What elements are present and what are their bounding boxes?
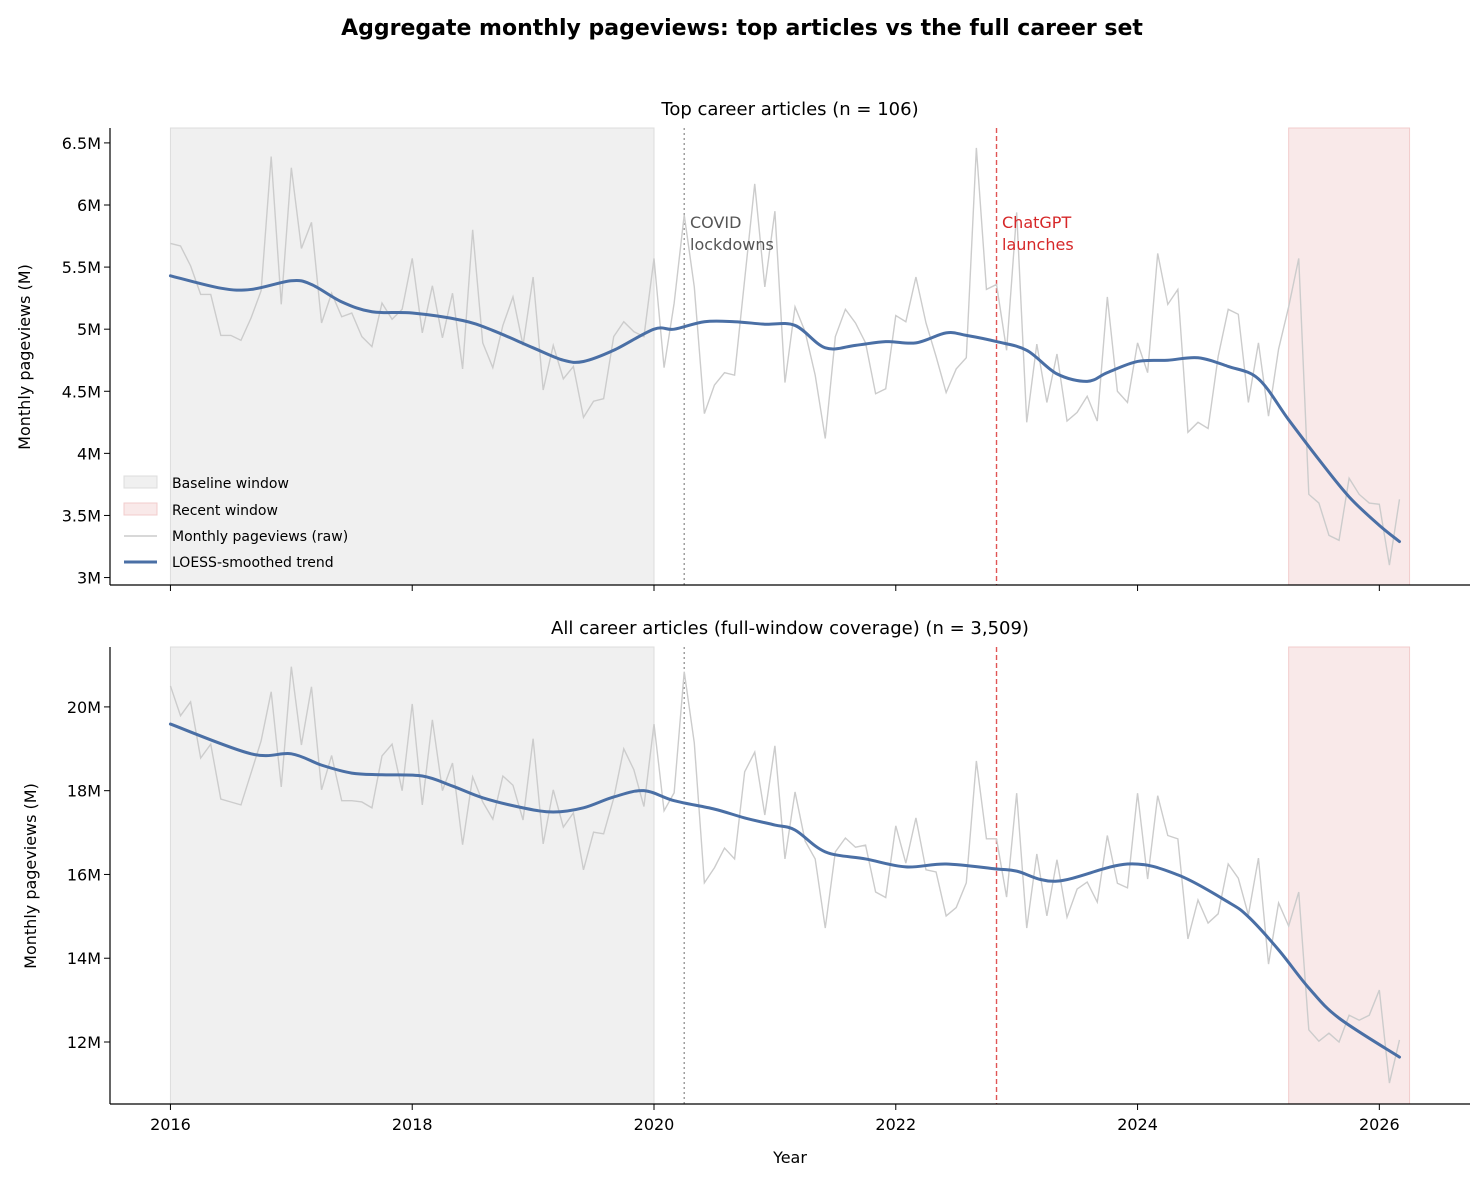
- chatgpt-label-line2: launches: [1002, 235, 1074, 254]
- legend-recent-swatch: [124, 503, 157, 515]
- x-tick-label: 2016: [150, 1115, 191, 1134]
- y-tick-label: 3.5M: [62, 506, 101, 525]
- recent-window: [1289, 128, 1410, 585]
- chatgpt-annotation: ChatGPT launches: [1002, 213, 1074, 254]
- legend-recent-label: Recent window: [172, 503, 278, 519]
- bottom-panel-ylabel: Monthly pageviews (M): [21, 783, 40, 969]
- top-panel-ylabel: Monthly pageviews (M): [15, 264, 34, 450]
- y-tick-label: 12M: [67, 1033, 101, 1052]
- chatgpt-label-line1: ChatGPT: [1002, 213, 1071, 232]
- y-tick-label: 14M: [67, 949, 101, 968]
- y-tick-label: 20M: [67, 698, 101, 717]
- legend-trend-label: LOESS-smoothed trend: [172, 555, 334, 571]
- y-tick-label: 4M: [77, 444, 101, 463]
- baseline-window: [170, 647, 654, 1104]
- y-tick-label: 4.5M: [62, 382, 101, 401]
- y-tick-label: 6.5M: [62, 134, 101, 153]
- y-tick-label: 3M: [77, 569, 101, 588]
- y-tick-label: 5M: [77, 320, 101, 339]
- legend-baseline-swatch: [124, 476, 157, 488]
- plot-area: 2016 2018 2020 2022 2024 2026 12M 14M 16M 18M 20M: [67, 647, 1470, 1134]
- covid-label-line1: COVID: [690, 213, 741, 232]
- x-axis-label: Year: [772, 1148, 807, 1167]
- y-tick-label: 5.5M: [62, 258, 101, 277]
- bottom-panel-title: All career articles (full-window coverag…: [551, 618, 1029, 639]
- figure-title: Aggregate monthly pageviews: top article…: [341, 16, 1143, 41]
- recent-window: [1289, 647, 1410, 1104]
- x-tick-label: 2026: [1359, 1115, 1400, 1134]
- covid-label-line2: lockdowns: [690, 235, 774, 254]
- covid-annotation: COVID lockdowns: [690, 213, 774, 254]
- top-panel: 3M 3.5M 4M 4.5M 5M 5.5M 6M 6.5M Top career arti…: [15, 99, 1470, 591]
- x-tick-label: 2018: [392, 1115, 433, 1134]
- y-tick-label: 6M: [77, 196, 101, 215]
- y-tick-label: 16M: [67, 865, 101, 884]
- legend-raw-label: Monthly pageviews (raw): [172, 529, 348, 545]
- y-tick-label: 18M: [67, 782, 101, 801]
- x-tick-label: 2024: [1117, 1115, 1158, 1134]
- x-tick-label: 2020: [634, 1115, 675, 1134]
- plot-area: 3M 3.5M 4M 4.5M 5M 5.5M 6M 6.5M: [62, 128, 1470, 591]
- legend-baseline-label: Baseline window: [172, 476, 289, 492]
- top-panel-title: Top career articles (n = 106): [660, 99, 918, 120]
- x-tick-label: 2022: [875, 1115, 916, 1134]
